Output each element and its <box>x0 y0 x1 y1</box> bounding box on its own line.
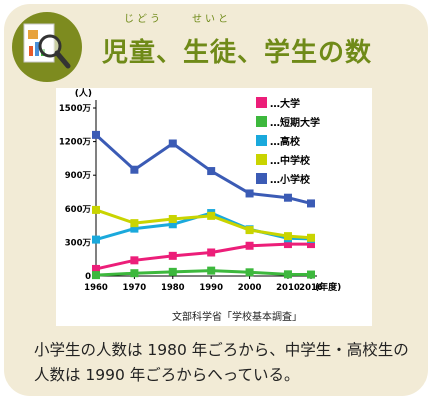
data-point <box>92 271 100 280</box>
data-point <box>168 220 177 229</box>
legend-swatch <box>256 135 267 146</box>
legend-label: …小学校 <box>270 173 311 186</box>
x-tick-label: 1960 <box>84 283 108 293</box>
legend-label: …高校 <box>270 135 301 148</box>
data-point <box>130 219 139 228</box>
chart-panel: (人) (年度) 0 300万 600万 900万 1200万 1500万 1960 1970 19… <box>56 87 372 326</box>
legend-swatch <box>256 116 267 127</box>
data-point <box>307 270 315 279</box>
line-chart: (人) (年度) 0 300万 600万 900万 1200万 1500万 1960 1970 19… <box>59 87 341 293</box>
data-point <box>283 232 292 241</box>
page-title: 児童、生徒、学生の数 <box>102 38 373 68</box>
data-point <box>245 226 254 235</box>
y-tick-label: 0 <box>85 272 91 282</box>
y-tick-label: 300万 <box>65 238 92 248</box>
legend-swatch <box>256 97 267 108</box>
data-point <box>245 189 254 198</box>
data-point <box>130 256 139 265</box>
data-point <box>245 268 254 277</box>
data-point <box>207 167 216 176</box>
ruby-seito: せいと <box>192 14 231 25</box>
series-line <box>95 269 312 277</box>
data-point <box>307 233 315 242</box>
data-point <box>245 241 254 250</box>
x-tick-label: 2010 <box>276 283 300 293</box>
data-point <box>92 130 100 139</box>
data-point <box>207 248 216 257</box>
y-tick-label: 1500万 <box>59 104 92 114</box>
caption-text: 小学生の人数は 1980 年ごろから、中学生・高校生の人数は 1990 年ごろか… <box>34 341 409 384</box>
x-tick-label: 2000 <box>238 283 262 293</box>
y-tick-label: 600万 <box>65 205 92 215</box>
data-point <box>207 211 216 220</box>
ruby-jido: じどう <box>124 14 163 25</box>
report-search-icon <box>12 12 82 82</box>
data-point <box>130 269 139 278</box>
x-tick-label: 1980 <box>161 283 185 293</box>
legend-label: …大学 <box>270 97 300 110</box>
data-point <box>307 240 315 249</box>
legend-label: …短期大学 <box>270 116 320 129</box>
data-point <box>130 224 139 233</box>
legend-swatch <box>256 173 267 184</box>
data-point <box>168 139 177 148</box>
data-point <box>92 205 100 214</box>
y-tick-label: 900万 <box>65 171 92 181</box>
x-tick-label: 1970 <box>123 283 147 293</box>
series-line <box>95 242 311 271</box>
data-point <box>283 193 292 202</box>
y-unit-label: (人) <box>75 88 92 99</box>
x-tick-label: 2016 <box>299 283 323 293</box>
x-tick-label: 1990 <box>199 283 223 293</box>
x-unit-label: (年度) <box>315 281 341 293</box>
data-point <box>168 267 177 276</box>
card: じどう せいと 児童、生徒、学生の数 (人) (年度) 0 300万 600万 900万 1… <box>4 4 428 396</box>
data-point <box>168 251 177 260</box>
data-point <box>92 264 100 273</box>
y-tick-label: 1200万 <box>59 138 92 148</box>
data-point <box>168 214 177 223</box>
data-point <box>92 235 100 244</box>
source-note: 文部科学省「学校基本調査」 <box>172 312 302 323</box>
data-point <box>283 270 292 279</box>
legend-label: …中学校 <box>270 154 311 167</box>
data-point <box>130 165 139 174</box>
data-point <box>307 199 315 208</box>
data-point <box>283 240 292 249</box>
legend-swatch <box>256 154 267 165</box>
data-point <box>207 266 216 275</box>
